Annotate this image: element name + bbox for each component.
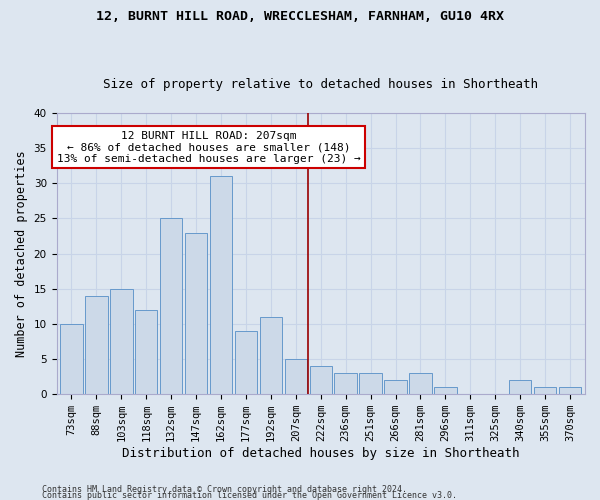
- Bar: [385, 380, 407, 394]
- Bar: [509, 380, 532, 394]
- Bar: [409, 373, 431, 394]
- Bar: [110, 289, 133, 394]
- Text: Contains HM Land Registry data © Crown copyright and database right 2024.: Contains HM Land Registry data © Crown c…: [42, 484, 407, 494]
- X-axis label: Distribution of detached houses by size in Shortheath: Distribution of detached houses by size …: [122, 447, 520, 460]
- Bar: [235, 331, 257, 394]
- Title: Size of property relative to detached houses in Shortheath: Size of property relative to detached ho…: [103, 78, 538, 91]
- Bar: [559, 387, 581, 394]
- Bar: [359, 373, 382, 394]
- Bar: [160, 218, 182, 394]
- Bar: [60, 324, 83, 394]
- Bar: [434, 387, 457, 394]
- Bar: [135, 310, 157, 394]
- Bar: [210, 176, 232, 394]
- Bar: [284, 359, 307, 394]
- Text: 12, BURNT HILL ROAD, WRECCLESHAM, FARNHAM, GU10 4RX: 12, BURNT HILL ROAD, WRECCLESHAM, FARNHA…: [96, 10, 504, 23]
- Bar: [310, 366, 332, 394]
- Bar: [260, 317, 282, 394]
- Text: Contains public sector information licensed under the Open Government Licence v3: Contains public sector information licen…: [42, 490, 457, 500]
- Bar: [334, 373, 357, 394]
- Text: 12 BURNT HILL ROAD: 207sqm
← 86% of detached houses are smaller (148)
13% of sem: 12 BURNT HILL ROAD: 207sqm ← 86% of deta…: [57, 130, 361, 164]
- Bar: [534, 387, 556, 394]
- Bar: [85, 296, 107, 394]
- Y-axis label: Number of detached properties: Number of detached properties: [15, 150, 28, 357]
- Bar: [185, 232, 208, 394]
